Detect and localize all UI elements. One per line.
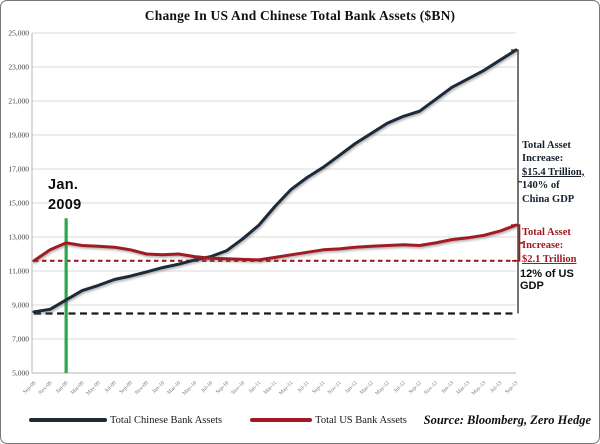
china-ann-line2: Increase:: [522, 153, 564, 165]
legend-swatch-us: [250, 418, 313, 422]
x-tick-label: May-10: [182, 380, 199, 397]
x-tick-label: May-09: [85, 380, 102, 397]
x-tick-label: May-11: [278, 380, 295, 397]
x-tick-label: Nov-10: [230, 380, 246, 396]
x-tick-label: Jul-13: [489, 380, 503, 394]
us-ann-line2: Increase:: [522, 240, 564, 252]
x-tick-label: Sep-13: [504, 380, 519, 395]
x-tick-label: Jan-09: [55, 380, 70, 395]
y-tick-label: 19,000: [8, 130, 29, 139]
x-tick-label: Sep-12: [408, 380, 423, 395]
y-tick-label: 21,000: [8, 96, 29, 105]
legend-label-us: Total US Bank Assets: [315, 414, 407, 426]
china-ann-value: $15.4 Trillion,: [522, 166, 585, 178]
chart-title: Change In US And Chinese Total Bank Asse…: [144, 8, 456, 23]
china-ann-line5: China GDP: [522, 193, 575, 205]
y-tick-label: 5,000: [12, 368, 29, 377]
x-tick-label: Mar-13: [455, 380, 471, 396]
x-tick-label: Sep-08: [22, 380, 37, 395]
x-tick-label: Jan-11: [248, 380, 263, 395]
y-tick-label: 17,000: [8, 164, 29, 173]
y-tick-label: 15,000: [8, 198, 29, 207]
jan-2009-line1: Jan.: [48, 177, 79, 193]
x-tick-label: Jul-12: [393, 380, 407, 394]
chart-legend: Total Chinese Bank Assets Total US Bank …: [1, 404, 599, 436]
x-tick-label: Jan-10: [151, 380, 166, 395]
x-tick-label: Nov-09: [134, 380, 150, 396]
china-ann-line4: 140% of: [522, 180, 560, 192]
x-tick-label: Nov-11: [327, 380, 343, 396]
y-tick-label: 7,000: [12, 334, 29, 343]
chinese-assets-line: [32, 48, 518, 314]
jan-2009-line2: 2009: [48, 197, 82, 214]
x-tick-label: Jul-10: [200, 380, 214, 394]
x-tick-label: Jan-13: [441, 380, 456, 395]
x-tick-label: Mar-10: [166, 380, 182, 396]
legend-label-chinese: Total Chinese Bank Assets: [110, 414, 223, 426]
x-tick-label: Sep-09: [119, 380, 134, 395]
y-tick-label: 13,000: [8, 232, 29, 241]
us-increase-annotation: Total Asset Increase: $2.1 Trillion: [522, 226, 599, 266]
x-tick-label: Mar-11: [263, 380, 279, 396]
jan-2009-annotation: Jan. 2009: [48, 175, 81, 216]
y-tick-label: 25,000: [8, 28, 29, 37]
x-tick-label: Mar-12: [359, 380, 375, 396]
us-ann-line1: Total Asset: [522, 227, 571, 238]
x-tick-label: Jul-09: [104, 380, 118, 394]
x-tick-label: Sep-10: [215, 380, 230, 395]
x-tick-label: Mar-09: [70, 380, 86, 396]
x-tick-label: Sep-11: [311, 380, 326, 395]
source-credit: Source: Bloomberg, Zero Hedge: [423, 412, 591, 427]
x-tick-label: May-13: [471, 380, 488, 397]
china-increase-annotation: Total Asset Increase: $15.4 Trillion, 14…: [522, 139, 599, 206]
y-tick-label: 23,000: [8, 62, 29, 71]
us-assets-line: [32, 223, 518, 263]
x-tick-label: Jan-12: [344, 380, 359, 395]
us-increase-bracket: [511, 224, 523, 262]
x-tick-label: May-12: [374, 380, 391, 397]
y-tick-label: 11,000: [9, 266, 30, 275]
legend-swatch-chinese: [29, 418, 107, 422]
china-ann-line1: Total Asset: [522, 140, 571, 151]
x-tick-label: Nov-08: [37, 380, 53, 396]
us-ann-value: $2.1 Trillion: [522, 253, 577, 265]
y-tick-label: 9,000: [12, 300, 29, 309]
x-tick-label: Jul-11: [297, 380, 311, 394]
x-tick-label: Nov-12: [423, 380, 439, 396]
us-gdp-annotation: 12% of US GDP: [520, 268, 574, 292]
